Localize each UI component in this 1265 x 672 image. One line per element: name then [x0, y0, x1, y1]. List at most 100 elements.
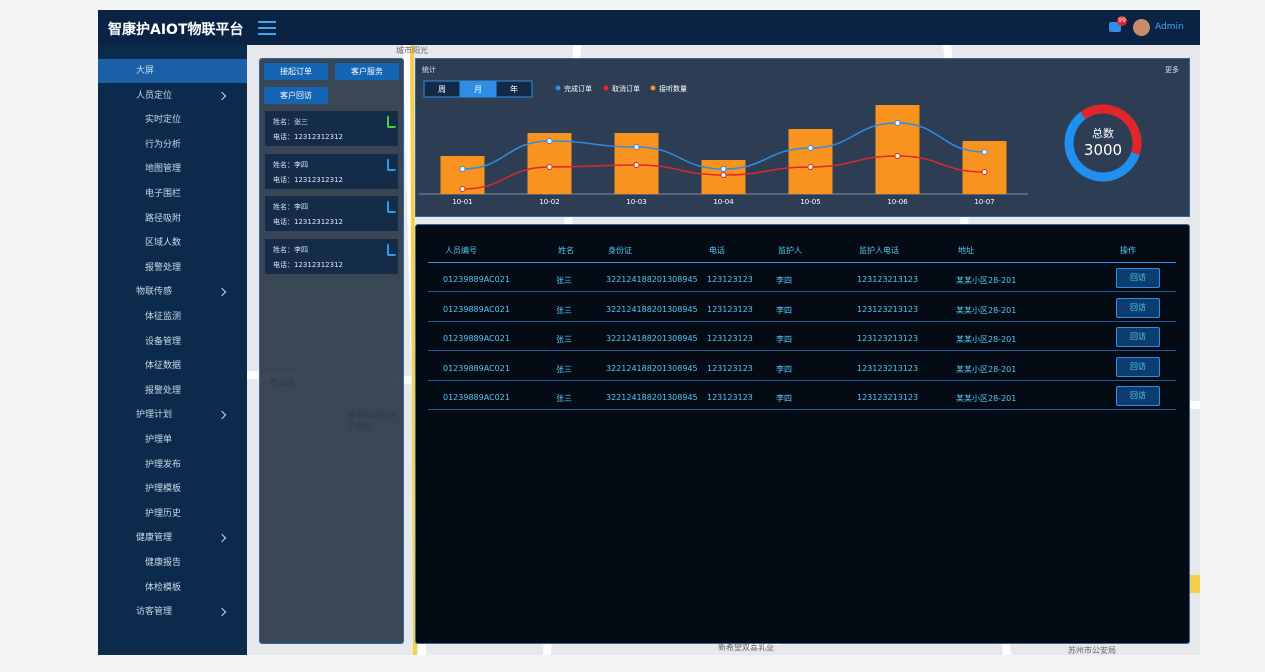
- menu-item[interactable]: 健康报告: [98, 551, 247, 575]
- x-tick-label: 10-01: [452, 198, 472, 206]
- cell: 123123123: [707, 363, 753, 373]
- phone-icon[interactable]: [387, 200, 396, 213]
- menu-item[interactable]: 报警处理: [98, 256, 247, 280]
- row-button[interactable]: 回访: [1116, 386, 1160, 406]
- call-card[interactable]: 姓名：李四 电话：12312312312: [265, 238, 398, 274]
- menu-item[interactable]: 实时定位: [98, 108, 247, 132]
- column-header: 监护人: [778, 246, 802, 255]
- row-rule: [428, 350, 1176, 351]
- menu-toggle[interactable]: [258, 18, 276, 36]
- tab[interactable]: [495, 80, 533, 98]
- app-title: 智康护AIOT物联平台: [108, 22, 244, 38]
- chevron: [217, 91, 227, 100]
- header-rule: [428, 262, 1176, 263]
- cell: 123123123: [707, 393, 753, 402]
- cell: 322124188201308945: [606, 304, 698, 314]
- cell: 322124188201308945: [606, 275, 698, 284]
- point: [894, 153, 901, 159]
- row-button[interactable]: 回访: [1116, 356, 1160, 377]
- menu-item[interactable]: 地图管理: [98, 157, 247, 181]
- column-header: 电话: [709, 246, 725, 255]
- cell: 322124188201308945: [606, 334, 698, 343]
- menu-label: 体检模板: [145, 582, 182, 593]
- cell: 张三: [556, 364, 572, 374]
- phone-icon[interactable]: [387, 157, 396, 171]
- point: [807, 145, 814, 151]
- cell: 123123213123: [857, 393, 919, 402]
- point: [807, 164, 814, 170]
- button[interactable]: 接起订单: [264, 63, 328, 80]
- menu-item[interactable]: 区域人数: [98, 231, 247, 255]
- menu-item[interactable]: 设备管理: [98, 330, 247, 354]
- menu-item[interactable]: 人员定位: [98, 84, 247, 108]
- tab-label[interactable]: 周: [438, 85, 446, 94]
- menu-item[interactable]: 体征数据: [98, 354, 247, 378]
- column-header: 地址: [958, 246, 974, 255]
- button[interactable]: 客户服务: [335, 63, 399, 80]
- column-header: 操作: [1120, 246, 1136, 255]
- menu-item[interactable]: 护理单: [98, 428, 247, 452]
- menu-label: 护理单: [145, 435, 173, 445]
- tab-label[interactable]: 月: [474, 85, 482, 94]
- tab-label[interactable]: 年: [510, 84, 518, 94]
- header: 智康护AIOT物联平台 99 Admin: [98, 10, 1200, 45]
- message-icon[interactable]: [1109, 22, 1121, 32]
- menu-item[interactable]: 体征监测: [98, 305, 247, 329]
- menu-item[interactable]: 报警处理: [98, 379, 247, 403]
- phone-icon[interactable]: [387, 242, 396, 256]
- cell: 张三: [556, 305, 572, 315]
- bar: [962, 141, 1007, 194]
- donut-segment: [1080, 104, 1142, 155]
- menu-item[interactable]: 电子围栏: [98, 182, 247, 206]
- column-header: 人员编号: [445, 246, 477, 255]
- cell: 123123123: [707, 334, 753, 343]
- menu-label: 健康报告: [145, 558, 182, 568]
- menu-item[interactable]: 护理模板: [98, 477, 247, 501]
- point: [546, 164, 553, 170]
- menu-item[interactable]: 物联传感: [98, 280, 247, 304]
- menu-item[interactable]: 护理发布: [98, 453, 247, 477]
- button[interactable]: 客户回访: [264, 87, 328, 104]
- menu-label: 行为分析: [145, 139, 182, 150]
- cell: 322124188201308945: [606, 393, 698, 402]
- x-tick-label: 10-05: [800, 198, 820, 206]
- x-tick-label: 10-02: [539, 198, 559, 206]
- cell: 123123213123: [857, 304, 919, 314]
- menu-item[interactable]: 健康管理: [98, 526, 247, 550]
- cell: 李四: [776, 276, 792, 285]
- row-button[interactable]: 回访: [1116, 327, 1160, 347]
- menu-label: 健康管理: [136, 533, 173, 544]
- menu-item[interactable]: 路径吸附: [98, 207, 247, 231]
- stats-panel: 统计 更多 周 月 年 完成订单 取消订单 接听数量 10-01 10-02 10-03 10-0…: [415, 58, 1190, 217]
- call-card[interactable]: 姓名：李四 电话：12312312312: [265, 196, 398, 231]
- cell: 张三: [556, 276, 572, 285]
- caller-name: 姓名：李四: [273, 203, 308, 211]
- menu-item[interactable]: 护理历史: [98, 502, 247, 526]
- row-rule: [428, 379, 1176, 381]
- call-card[interactable]: 姓名：李四 电话：12312312312: [265, 153, 398, 189]
- chevron: [217, 411, 227, 420]
- point: [459, 186, 466, 192]
- user-name[interactable]: Admin: [1155, 22, 1184, 32]
- cell: 李四: [776, 335, 792, 344]
- menu-label: 物联传感: [136, 287, 173, 298]
- more-link[interactable]: 更多: [1165, 66, 1179, 74]
- map-label: 新希望双喜乳业: [718, 643, 774, 652]
- row-button[interactable]: 回访: [1116, 297, 1160, 318]
- caller-phone: 电话：12312312312: [273, 260, 343, 269]
- phone-icon[interactable]: [387, 115, 396, 128]
- menu-item[interactable]: 访客管理: [98, 600, 247, 624]
- menu-item[interactable]: 行为分析: [98, 133, 247, 157]
- menu-item[interactable]: 大屏: [98, 59, 247, 83]
- row-button[interactable]: 回访: [1116, 268, 1160, 288]
- menu-item[interactable]: 体检模板: [98, 576, 247, 600]
- menu-item[interactable]: 护理计划: [98, 403, 247, 427]
- call-card[interactable]: 姓名：张三 电话：12312312312: [265, 111, 398, 146]
- cell: 123123213123: [857, 363, 919, 373]
- cell: 某某小区28-201: [956, 276, 1017, 285]
- x-tick-label: 10-07: [974, 198, 994, 206]
- menu-label: 电子围栏: [145, 189, 182, 199]
- chevron: [217, 288, 227, 297]
- point: [894, 120, 901, 126]
- avatar[interactable]: [1133, 19, 1150, 36]
